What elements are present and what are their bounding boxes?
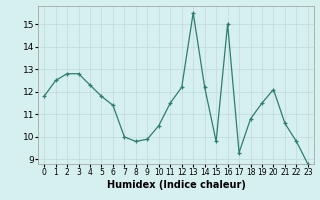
X-axis label: Humidex (Indice chaleur): Humidex (Indice chaleur)	[107, 180, 245, 190]
